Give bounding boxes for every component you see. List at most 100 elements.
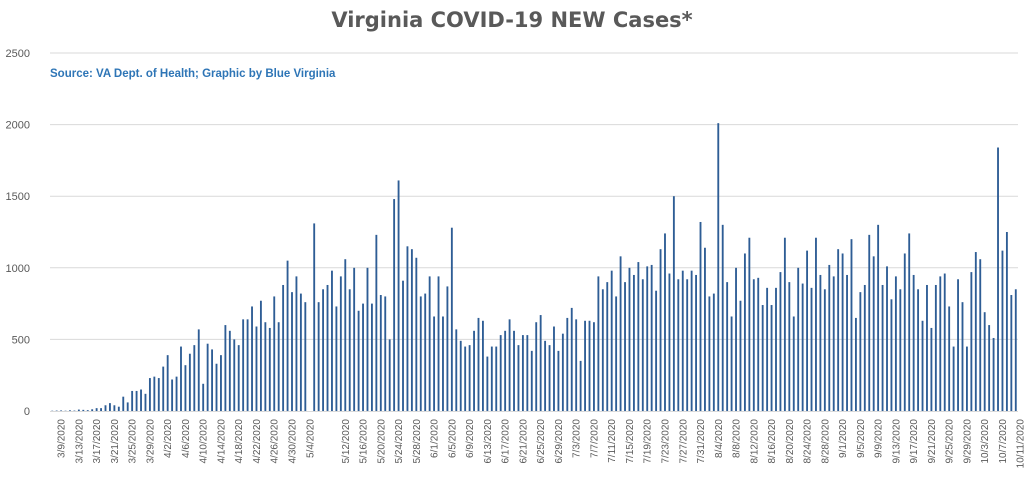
bar xyxy=(264,322,267,411)
y-axis-ticks: 0 500 1000 1500 2000 2500 xyxy=(6,48,30,418)
bar xyxy=(215,363,218,411)
bar xyxy=(837,249,840,411)
x-axis-ticks: 3/9/2020 3/13/2020 3/17/2020 3/21/2020 3/25/… xyxy=(57,419,1024,469)
bar xyxy=(921,320,924,411)
bar xyxy=(246,319,249,411)
x-tick-label: 4/2/2020 xyxy=(163,419,174,458)
x-tick-label: 4/6/2020 xyxy=(181,419,192,458)
bar xyxy=(100,408,102,411)
bar xyxy=(397,180,400,411)
bar xyxy=(801,283,804,411)
bar xyxy=(570,307,573,411)
bar xyxy=(677,279,680,411)
x-tick-label: 8/24/2020 xyxy=(803,419,814,464)
bar xyxy=(450,227,453,411)
bar xyxy=(619,256,622,411)
bar xyxy=(730,316,733,411)
bar xyxy=(455,329,458,411)
bar xyxy=(859,292,862,411)
bar xyxy=(535,322,538,411)
bar xyxy=(903,253,906,411)
x-tick-label: 6/29/2020 xyxy=(554,419,565,464)
bar xyxy=(819,274,822,411)
bar xyxy=(601,289,604,411)
bars xyxy=(51,123,1017,412)
x-tick-label: 3/9/2020 xyxy=(57,419,68,458)
bar xyxy=(299,293,302,411)
bar xyxy=(117,406,120,411)
bar xyxy=(992,337,995,411)
x-tick-label: 6/1/2020 xyxy=(430,419,441,458)
bar xyxy=(495,346,498,411)
bar xyxy=(211,349,213,411)
x-tick-label: 7/3/2020 xyxy=(572,419,583,458)
bar xyxy=(695,274,697,411)
bar xyxy=(415,257,418,411)
bar xyxy=(406,246,409,411)
bar xyxy=(579,360,582,411)
bar xyxy=(148,378,151,411)
bar xyxy=(588,320,591,411)
x-tick-label: 9/9/2020 xyxy=(874,419,885,458)
bar xyxy=(739,300,742,411)
bar xyxy=(823,289,826,411)
bar xyxy=(424,293,427,411)
x-tick-label: 8/4/2020 xyxy=(714,419,725,458)
bar xyxy=(419,296,422,411)
bar xyxy=(899,289,902,411)
x-tick-label: 9/29/2020 xyxy=(962,419,973,464)
x-tick-label: 9/1/2020 xyxy=(838,419,849,458)
bar xyxy=(220,355,222,411)
bar xyxy=(806,250,809,411)
x-tick-label: 3/29/2020 xyxy=(145,419,156,464)
x-tick-label: 5/20/2020 xyxy=(376,419,387,464)
bar xyxy=(637,262,640,411)
bar xyxy=(251,306,253,411)
bar xyxy=(166,355,169,411)
bar xyxy=(943,273,946,411)
bar xyxy=(783,237,786,411)
bar xyxy=(375,234,378,411)
bar xyxy=(206,343,209,411)
bar xyxy=(490,346,493,411)
x-tick-label: 4/30/2020 xyxy=(288,419,299,464)
bar xyxy=(983,312,986,411)
bar xyxy=(841,253,844,411)
bar xyxy=(339,276,342,411)
bar xyxy=(162,366,165,411)
bar xyxy=(317,302,320,411)
x-tick-label: 6/13/2020 xyxy=(483,419,494,464)
x-tick-label: 8/8/2020 xyxy=(732,419,743,458)
bar xyxy=(584,320,586,411)
x-tick-label: 9/25/2020 xyxy=(945,419,956,464)
x-tick-label: 3/25/2020 xyxy=(128,419,139,464)
y-tick-label: 500 xyxy=(12,334,30,346)
bar xyxy=(508,319,511,411)
bar xyxy=(930,327,933,411)
x-tick-label: 5/24/2020 xyxy=(394,419,405,464)
bar xyxy=(948,306,951,411)
x-tick-label: 8/12/2020 xyxy=(749,419,760,464)
bar xyxy=(548,345,551,411)
bar xyxy=(91,409,94,411)
bar xyxy=(575,319,578,411)
bar xyxy=(917,289,920,411)
bar xyxy=(237,345,240,411)
x-tick-label: 9/5/2020 xyxy=(856,419,867,458)
bar xyxy=(335,306,338,411)
bar xyxy=(735,267,737,411)
x-tick-label: 4/14/2020 xyxy=(217,419,228,464)
bar xyxy=(743,253,746,411)
bar xyxy=(970,272,973,411)
bar xyxy=(69,410,71,411)
bar xyxy=(894,276,897,411)
bar xyxy=(370,303,373,411)
bar xyxy=(402,280,404,411)
bar xyxy=(357,310,360,411)
x-tick-label: 4/18/2020 xyxy=(234,419,245,464)
bar xyxy=(1014,289,1017,411)
x-tick-label: 6/5/2020 xyxy=(447,419,458,458)
bar xyxy=(184,365,187,411)
bar xyxy=(615,296,618,411)
